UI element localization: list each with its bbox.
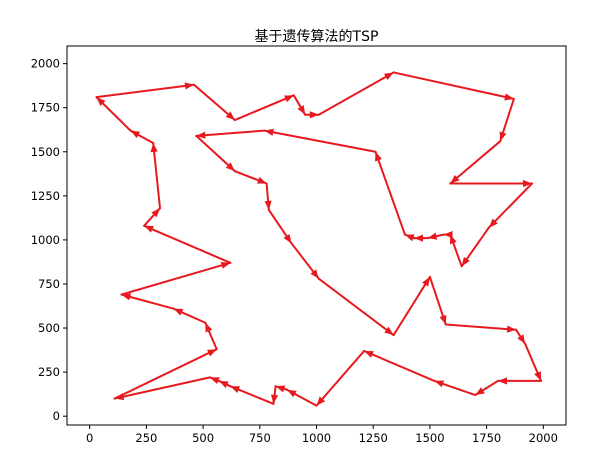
route-arrowhead [96, 97, 106, 107]
route-segment [374, 150, 406, 236]
route-segment [449, 140, 502, 185]
x-tick-label: 750 [249, 431, 271, 445]
route-arrowhead [287, 389, 297, 398]
y-tick-label: 1250 [31, 189, 60, 203]
route-arrowhead [422, 276, 430, 287]
route-arrowhead [151, 208, 160, 218]
route-arrowhead [534, 371, 542, 381]
route-arrowhead [270, 394, 279, 404]
route-arrowhead [225, 111, 235, 121]
route-segment [195, 129, 266, 137]
y-tick-label: 750 [38, 277, 60, 291]
route-arrowhead [384, 72, 394, 81]
route-segment [143, 224, 232, 264]
y-tick-label: 1750 [31, 101, 60, 115]
route-arrowhead [517, 334, 526, 344]
arrow-layer [96, 72, 542, 406]
route-arrowhead [439, 314, 447, 325]
plot-frame [66, 45, 567, 426]
route-arrowhead [130, 130, 141, 139]
route-arrowhead [488, 218, 498, 228]
route-arrowhead [225, 162, 235, 172]
route-arrowhead [384, 326, 394, 336]
route-segment [444, 323, 518, 331]
y-tick-label: 500 [38, 321, 60, 335]
y-tick-label: 0 [53, 409, 60, 423]
route-arrowhead [499, 131, 507, 142]
route-segment [363, 349, 436, 382]
route-segment [317, 277, 395, 337]
route-arrowhead [184, 82, 195, 90]
route-layer [95, 71, 543, 407]
route-arrowhead [121, 293, 132, 301]
route-arrowhead [264, 128, 274, 136]
x-tick-label: 1000 [302, 431, 331, 445]
route-arrowhead [404, 234, 415, 242]
route-arrowhead [497, 377, 507, 385]
route-arrowhead [375, 151, 382, 162]
route-segment [113, 376, 211, 400]
chart-title: 基于遗传算法的TSP [255, 28, 379, 45]
x-tick-label: 250 [135, 431, 157, 445]
route-segment [487, 182, 533, 229]
route-segment [95, 83, 196, 99]
route-arrowhead [283, 233, 292, 244]
route-arrowhead [218, 380, 229, 388]
route-segment [392, 275, 431, 337]
route-arrowhead [114, 393, 125, 401]
route-segment [317, 71, 395, 116]
x-tick-label: 1750 [472, 431, 501, 445]
x-tick-label: 500 [192, 431, 214, 445]
route-arrowhead [297, 105, 306, 115]
route-arrowhead [522, 179, 532, 188]
route-arrowhead [427, 232, 438, 240]
route-arrowhead [275, 385, 286, 393]
y-tick-label: 1500 [31, 145, 60, 159]
route-segment [113, 348, 218, 400]
route-segment [233, 94, 295, 122]
route-arrowhead [309, 111, 319, 119]
route-arrowhead [310, 269, 319, 279]
route-segment [152, 141, 161, 210]
x-tick-label: 1250 [359, 431, 388, 445]
x-tick-label: 2000 [529, 431, 558, 445]
y-tick-label: 2000 [31, 57, 60, 71]
route-arrowhead [461, 256, 470, 267]
route-segment [263, 129, 377, 153]
x-axis: 0 250 500 750 1000 1250 1500 1750 2000 [86, 425, 558, 445]
x-tick-label: 1500 [415, 431, 444, 445]
route-arrowhead [230, 386, 241, 393]
x-tick-label: 0 [86, 431, 93, 445]
route-arrowhead [434, 380, 445, 388]
route-arrowhead [209, 377, 220, 385]
route-arrowhead [264, 200, 272, 210]
route-arrowhead [475, 387, 485, 396]
route-arrowhead [150, 142, 158, 153]
route-arrowhead [220, 261, 231, 269]
route-segment [120, 261, 232, 296]
route-arrowhead [414, 234, 424, 242]
route-segment [315, 349, 366, 407]
route-arrowhead [506, 325, 517, 333]
route-arrowhead [364, 350, 374, 358]
route-arrowhead [196, 131, 206, 139]
y-tick-label: 250 [38, 365, 60, 379]
route-arrowhead [443, 231, 453, 239]
y-axis: 0 250 500 750 1000 1250 1500 1750 2000 [31, 57, 67, 423]
route-arrowhead [144, 225, 154, 233]
route-arrowhead [256, 176, 267, 184]
y-tick-label: 1000 [31, 233, 60, 247]
route-arrowhead [450, 174, 460, 184]
route-arrowhead [205, 322, 213, 333]
route-segment [120, 293, 175, 310]
route-arrowhead [207, 349, 217, 357]
route-arrowhead [504, 93, 514, 101]
route-arrowhead [284, 95, 294, 103]
route-segment [392, 71, 515, 100]
route-arrowhead [173, 308, 184, 316]
route-arrowhead [316, 396, 326, 406]
